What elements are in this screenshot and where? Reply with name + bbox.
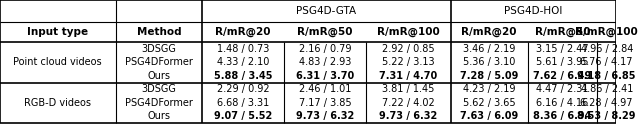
Text: Point cloud videos: Point cloud videos [13, 57, 102, 67]
Text: PSG4DFormer: PSG4DFormer [125, 57, 193, 67]
Text: 4.86 / 2.41: 4.86 / 2.41 [580, 84, 633, 94]
Text: 3.81 / 1.45: 3.81 / 1.45 [382, 84, 435, 94]
Text: 5.88 / 3.45: 5.88 / 3.45 [214, 71, 273, 81]
Text: 5.62 / 3.65: 5.62 / 3.65 [463, 98, 516, 108]
Text: 2.46 / 1.01: 2.46 / 1.01 [299, 84, 351, 94]
Text: 6.16 / 4.16: 6.16 / 4.16 [536, 98, 589, 108]
Text: 5.36 / 3.10: 5.36 / 3.10 [463, 57, 515, 67]
Text: 7.62 / 6.49: 7.62 / 6.49 [533, 71, 591, 81]
Text: 7.63 / 6.09: 7.63 / 6.09 [460, 111, 518, 121]
Text: R/mR@100: R/mR@100 [575, 27, 638, 37]
Text: 5.22 / 3.13: 5.22 / 3.13 [382, 57, 435, 67]
Text: 4.23 / 2.19: 4.23 / 2.19 [463, 84, 515, 94]
Text: 4.33 / 2.10: 4.33 / 2.10 [217, 57, 269, 67]
Text: 9.73 / 6.32: 9.73 / 6.32 [380, 111, 438, 121]
Text: 3.46 / 2.19: 3.46 / 2.19 [463, 44, 515, 54]
Text: PSG4DFormer: PSG4DFormer [125, 98, 193, 108]
Text: 5.61 / 3.95: 5.61 / 3.95 [536, 57, 589, 67]
Text: 7.31 / 4.70: 7.31 / 4.70 [380, 71, 438, 81]
Text: 6.31 / 3.70: 6.31 / 3.70 [296, 71, 354, 81]
Text: R/mR@50: R/mR@50 [534, 27, 590, 37]
Text: PSG4D-GTA: PSG4D-GTA [296, 6, 356, 16]
Text: 7.17 / 3.85: 7.17 / 3.85 [299, 98, 351, 108]
Text: 6.76 / 4.17: 6.76 / 4.17 [580, 57, 633, 67]
Text: R/mR@50: R/mR@50 [298, 27, 353, 37]
Text: R/mR@100: R/mR@100 [377, 27, 440, 37]
Text: 8.53 / 8.29: 8.53 / 8.29 [577, 111, 636, 121]
Text: 1.48 / 0.73: 1.48 / 0.73 [217, 44, 269, 54]
Text: PSG4D-HOI: PSG4D-HOI [504, 6, 563, 16]
Text: R/mR@20: R/mR@20 [461, 27, 517, 37]
Text: Ours: Ours [147, 111, 170, 121]
Text: RGB-D videos: RGB-D videos [24, 98, 92, 108]
Text: 9.07 / 5.52: 9.07 / 5.52 [214, 111, 272, 121]
Text: 7.22 / 4.02: 7.22 / 4.02 [382, 98, 435, 108]
Text: 4.83 / 2.93: 4.83 / 2.93 [299, 57, 351, 67]
Text: Method: Method [136, 27, 181, 37]
Text: 6.28 / 4.97: 6.28 / 4.97 [580, 98, 633, 108]
Text: 2.92 / 0.85: 2.92 / 0.85 [382, 44, 435, 54]
Text: 3DSGG: 3DSGG [141, 84, 177, 94]
Text: 3.15 / 2.47: 3.15 / 2.47 [536, 44, 589, 54]
Text: 8.36 / 6.94: 8.36 / 6.94 [533, 111, 591, 121]
Text: R/mR@20: R/mR@20 [216, 27, 271, 37]
Text: 3DSGG: 3DSGG [141, 44, 177, 54]
Text: Ours: Ours [147, 71, 170, 81]
Text: 9.73 / 6.32: 9.73 / 6.32 [296, 111, 354, 121]
Text: 7.28 / 5.09: 7.28 / 5.09 [460, 71, 518, 81]
Text: 2.16 / 0.79: 2.16 / 0.79 [299, 44, 351, 54]
Text: Input type: Input type [28, 27, 88, 37]
Text: 6.68 / 3.31: 6.68 / 3.31 [217, 98, 269, 108]
Text: 4.47 / 2.31: 4.47 / 2.31 [536, 84, 589, 94]
Text: 9.18 / 6.85: 9.18 / 6.85 [577, 71, 636, 81]
Text: 4.96 / 2.84: 4.96 / 2.84 [580, 44, 633, 54]
Text: 2.29 / 0.92: 2.29 / 0.92 [217, 84, 269, 94]
